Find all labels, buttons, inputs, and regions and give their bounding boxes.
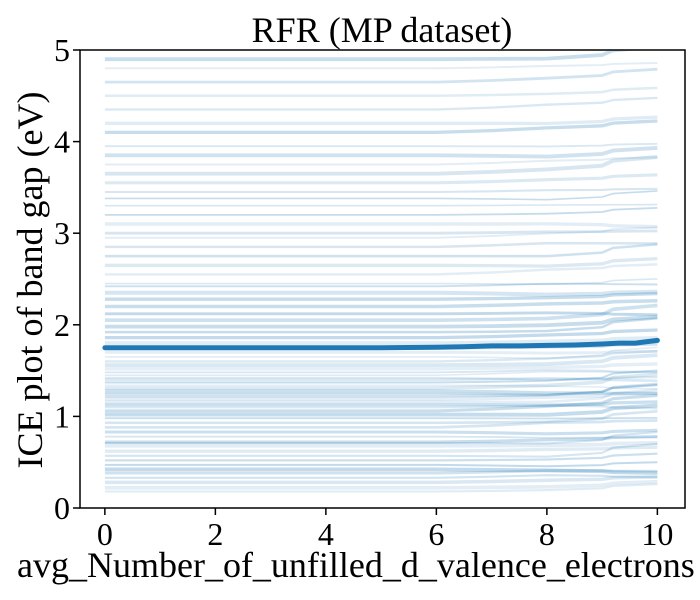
ice-curve <box>104 389 658 396</box>
ice-curve <box>104 263 658 276</box>
ice-curve <box>104 115 658 126</box>
plot-area-frame <box>79 49 686 509</box>
x-tick-label: 4 <box>318 516 334 552</box>
ice-curve <box>104 362 658 371</box>
y-tick-label: 1 <box>54 398 70 434</box>
ice-curve <box>104 479 658 490</box>
ice-curve <box>104 461 658 468</box>
ice-curve <box>104 282 658 288</box>
ice-curve <box>104 303 658 322</box>
ice-curve <box>104 404 658 410</box>
ice-curve <box>104 278 658 286</box>
ice-curve <box>104 442 658 458</box>
ice-curve <box>104 370 658 376</box>
ice-curve <box>104 243 658 258</box>
x-tick-label: 2 <box>207 516 223 552</box>
ice-curve <box>104 335 658 345</box>
ice-curve <box>104 390 658 401</box>
ice-curve <box>104 207 658 216</box>
ice-curve <box>104 226 658 239</box>
ice-curves <box>104 50 658 493</box>
ice-curve <box>104 376 658 383</box>
ice-curve <box>104 317 658 334</box>
ice-curve <box>104 298 658 309</box>
ice-curve <box>104 353 658 367</box>
ice-curve <box>104 431 658 445</box>
ice-curve <box>104 96 658 111</box>
ice-curve <box>104 222 658 229</box>
ice-curve <box>104 190 658 201</box>
ice-curve <box>104 86 658 98</box>
ice-curve <box>104 229 658 235</box>
y-axis-ticks: 0 1 2 3 4 5 <box>54 32 80 526</box>
ice-curve <box>104 203 658 207</box>
y-tick-label: 2 <box>54 307 70 343</box>
x-tick-label: 8 <box>539 516 555 552</box>
ice-curve <box>104 428 658 436</box>
ice-curve <box>104 256 658 268</box>
y-tick-label: 4 <box>54 124 70 160</box>
ice-curve <box>104 417 658 420</box>
ice-curve <box>104 291 658 301</box>
ice-curve <box>104 315 658 329</box>
ice-curve <box>104 328 658 340</box>
ice-curve <box>104 289 658 297</box>
ice-curve <box>104 403 658 417</box>
ice-curve <box>104 349 658 363</box>
ice-curve <box>104 441 658 448</box>
ice-curve <box>104 62 658 70</box>
ice-curve <box>104 382 658 398</box>
ice-curve <box>104 376 658 381</box>
y-tick-label: 3 <box>54 215 70 251</box>
ice-curve <box>104 142 658 148</box>
ice-curve <box>104 474 658 479</box>
y-axis-label: ICE plot of band gap (eV) <box>10 92 50 469</box>
average-curve <box>102 337 660 351</box>
ice-curve <box>104 410 658 425</box>
ice-curve <box>104 384 658 390</box>
ice-curve <box>104 173 658 185</box>
ice-curve <box>104 452 658 462</box>
x-tick-label: 6 <box>428 516 444 552</box>
ice-curve <box>104 372 658 390</box>
y-tick-label: 5 <box>54 32 70 68</box>
ice-curve <box>104 383 658 396</box>
ice-curve <box>104 67 658 84</box>
average-curve-group <box>102 337 660 351</box>
ice-curve <box>104 400 658 407</box>
ice-curve <box>104 346 658 360</box>
x-axis-ticks: 0 2 4 6 8 10 <box>97 508 673 552</box>
ice-curve <box>104 311 658 317</box>
ice-curve <box>104 475 658 485</box>
ice-curve <box>104 483 658 493</box>
ice-curve <box>104 187 658 194</box>
ice-curve <box>104 388 658 404</box>
ice-curve <box>104 435 658 439</box>
ice-curve <box>104 156 658 166</box>
ice-curve <box>104 369 658 374</box>
x-axis-label: avg_Number_of_unfilled_d_valence_electro… <box>17 545 695 585</box>
ice-curve <box>104 445 658 453</box>
x-tick-label: 10 <box>641 516 673 552</box>
y-tick-label: 0 <box>54 490 70 526</box>
ice-curve <box>104 241 658 249</box>
ice-curve <box>104 469 658 475</box>
ice-curve <box>104 119 658 135</box>
ice-curve <box>104 349 658 355</box>
x-tick-label: 0 <box>97 516 113 552</box>
ice-curve <box>104 419 658 429</box>
ice-curve <box>104 393 658 413</box>
chart-title: RFR (MP dataset) <box>252 10 513 50</box>
ice-curve <box>104 369 658 384</box>
ice-curve <box>104 434 658 444</box>
ice-curve <box>104 145 658 159</box>
ice-curve <box>104 467 658 475</box>
ice-curve <box>104 155 658 176</box>
